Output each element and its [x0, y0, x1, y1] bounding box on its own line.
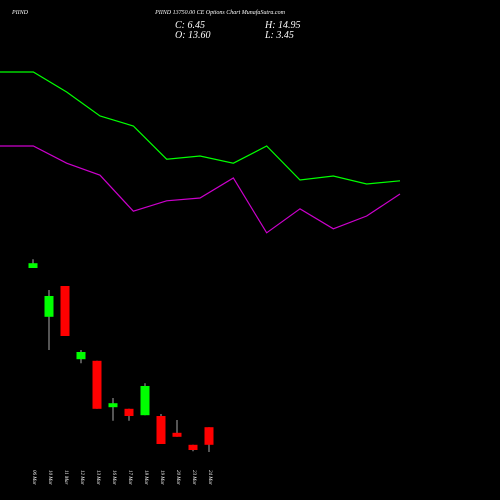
- stat: L: 3.45: [264, 30, 294, 41]
- candle-body: [124, 408, 134, 416]
- x-tick-label: 16 Mar: [111, 470, 116, 485]
- x-tick-label: 10 Mar: [47, 470, 52, 485]
- x-tick-label: 18 Mar: [143, 470, 148, 485]
- candle-body: [108, 403, 118, 408]
- candle-body: [140, 386, 150, 416]
- candle-body: [204, 427, 214, 445]
- x-tick-label: 13 Mar: [95, 470, 100, 485]
- candle-body: [76, 352, 86, 360]
- x-tick-label: 20 Mar: [175, 470, 180, 485]
- x-tick-label: 19 Mar: [159, 470, 164, 485]
- indicator-line: [0, 71, 401, 185]
- indicator-line: [0, 145, 401, 234]
- x-tick-label: 23 Mar: [191, 470, 196, 485]
- stat: O: 13.60: [175, 30, 211, 41]
- x-tick-label: 12 Mar: [79, 470, 84, 485]
- ticker: PIIND: [11, 10, 29, 16]
- x-tick-label: 17 Mar: [127, 470, 132, 485]
- candle-body: [188, 444, 198, 450]
- candle-body: [172, 432, 182, 437]
- candle-body: [28, 263, 38, 268]
- stat: H: 14.95: [264, 20, 301, 31]
- candle-body: [92, 360, 102, 409]
- candle-body: [156, 416, 166, 444]
- x-tick-label: 06 Mar: [31, 470, 36, 485]
- candle-body: [44, 296, 54, 317]
- candle-body: [60, 286, 70, 336]
- chart-title: PIIND 13750.00 CE Options Chart MunafaSu…: [154, 9, 285, 16]
- x-tick-label: 24 Mar: [207, 470, 212, 485]
- x-tick-label: 11 Mar: [63, 470, 68, 485]
- stat: C: 6.45: [175, 20, 205, 31]
